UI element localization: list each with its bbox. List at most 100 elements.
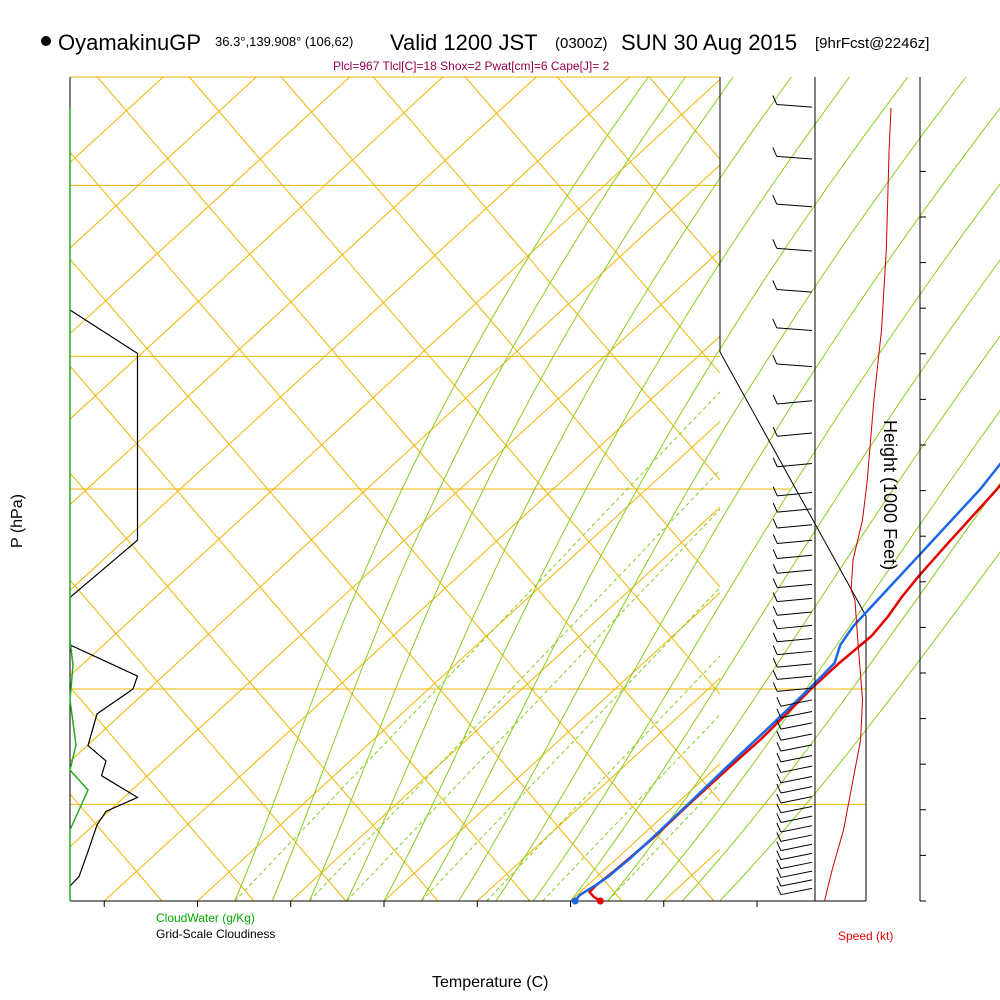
wind-barb-flag	[776, 841, 782, 851]
cloudiness-label: Grid-Scale Cloudiness	[156, 927, 275, 941]
wind-barb-flag	[776, 813, 782, 823]
wind-barb	[777, 638, 813, 643]
wind-barb-flag	[776, 719, 782, 730]
isotherm-lines	[69, 76, 721, 902]
wind-barb-flag	[772, 682, 778, 692]
temperature-surface-marker	[596, 897, 604, 905]
axis-ticks	[103, 170, 926, 907]
wind-barb-flag	[772, 318, 778, 329]
mixing-ratio-line	[542, 714, 721, 902]
isotherm-line	[69, 76, 350, 334]
wind-barb	[777, 569, 813, 574]
wind-speed-line	[824, 107, 892, 902]
isotherm-line	[476, 677, 721, 902]
dewpoint-line	[574, 462, 1000, 902]
isotherm-line	[69, 76, 257, 249]
wind-barb	[776, 247, 813, 252]
wind-barb-flag	[776, 763, 782, 773]
wind-barb	[780, 825, 813, 833]
wind-barb	[780, 852, 813, 861]
moist-adiabat-line	[383, 76, 850, 902]
wind-barb-flag	[772, 194, 778, 205]
mixing-ratio-line	[234, 391, 721, 902]
wind-barb	[780, 796, 813, 804]
mixing-ratio-line	[486, 655, 721, 902]
moist-adiabat-line	[308, 76, 734, 902]
wind-barb-flag	[772, 486, 778, 497]
wind-barb	[777, 462, 813, 468]
isotherm-line	[290, 506, 721, 902]
isotherm-line	[69, 76, 537, 506]
wind-barb	[777, 492, 813, 497]
wind-barb	[776, 288, 813, 293]
dry-adiabat-line	[69, 151, 715, 902]
mixing-ratio-lines	[234, 391, 721, 902]
height-axis-label: Height (1000 Feet)	[880, 420, 900, 570]
dewpoint-surface-marker	[571, 897, 579, 905]
wind-barb	[777, 583, 813, 589]
wind-barb	[780, 775, 813, 784]
dry-adiabat-line	[69, 365, 531, 902]
wind-barb-flag	[776, 822, 782, 833]
wind-barb-flag	[776, 885, 782, 895]
wind-barb	[777, 539, 813, 544]
moist-adiabat-line	[532, 183, 1000, 902]
mixing-ratio-line	[607, 782, 721, 902]
wind-barb-flag	[772, 427, 778, 437]
isotherm-line	[570, 763, 721, 902]
moist-adiabat-line	[682, 482, 1000, 902]
wind-barb-flag	[776, 783, 782, 794]
cloudiness-profile	[69, 108, 139, 901]
station-name: OyamakinuGP	[58, 30, 201, 55]
wind-barb-flag	[772, 632, 778, 642]
dry-adiabat-line	[69, 579, 347, 902]
wind-barb	[780, 879, 813, 887]
cloudwater-line	[69, 108, 89, 901]
wind-barb	[777, 432, 813, 437]
wind-barb	[780, 861, 813, 870]
wind-barb-flag	[772, 280, 778, 290]
wind-barb-flag	[776, 868, 782, 878]
wind-barb	[777, 524, 813, 529]
wind-barb	[780, 722, 813, 730]
wind-barb	[777, 687, 813, 692]
valid-time: Valid 1200 JST	[390, 30, 538, 55]
dry-adiabat-line	[464, 76, 721, 374]
wind-barb-flag	[772, 606, 778, 616]
moist-adiabat-line	[570, 259, 1000, 902]
wind-barb	[780, 711, 813, 719]
isotherm-line	[383, 592, 721, 902]
wind-barb-flag	[776, 752, 782, 763]
dry-adiabat-line	[69, 793, 163, 902]
wind-barb	[777, 508, 813, 513]
wind-barb	[780, 887, 813, 896]
wind-barb-flag	[776, 850, 782, 860]
moist-adiabat-line	[420, 76, 909, 902]
wind-barb-flag	[772, 564, 778, 574]
valid-date: SUN 30 Aug 2015	[621, 30, 797, 55]
zulu-time: (0300Z)	[555, 35, 608, 52]
wind-barb-flag	[772, 670, 778, 680]
wind-barb	[780, 843, 813, 852]
wind-barb	[777, 675, 813, 680]
dry-adiabat-line	[372, 76, 721, 481]
wind-barb-flag	[772, 619, 778, 629]
dry-adiabat-line	[280, 76, 721, 588]
wind-barb	[777, 611, 813, 616]
mixing-ratio-line	[346, 508, 721, 902]
dry-adiabat-line	[69, 472, 439, 902]
moist-adiabat-line	[644, 409, 1000, 902]
dry-adiabat-line	[69, 258, 623, 902]
isotherm-line	[69, 164, 721, 762]
moist-adiabat-line	[234, 76, 649, 902]
isotherm-line	[69, 76, 630, 591]
wind-barb-flag	[772, 645, 778, 655]
cloudiness-line	[69, 309, 139, 887]
wind-barb-flag	[772, 147, 778, 157]
cloudwater-label: CloudWater (g/Kg)	[156, 911, 255, 925]
isotherm-line	[69, 79, 721, 677]
wind-barb-flag	[772, 457, 778, 467]
wind-barb	[780, 806, 813, 814]
x-axis-label: Temperature (C)	[432, 974, 548, 991]
wind-barb	[780, 755, 813, 763]
